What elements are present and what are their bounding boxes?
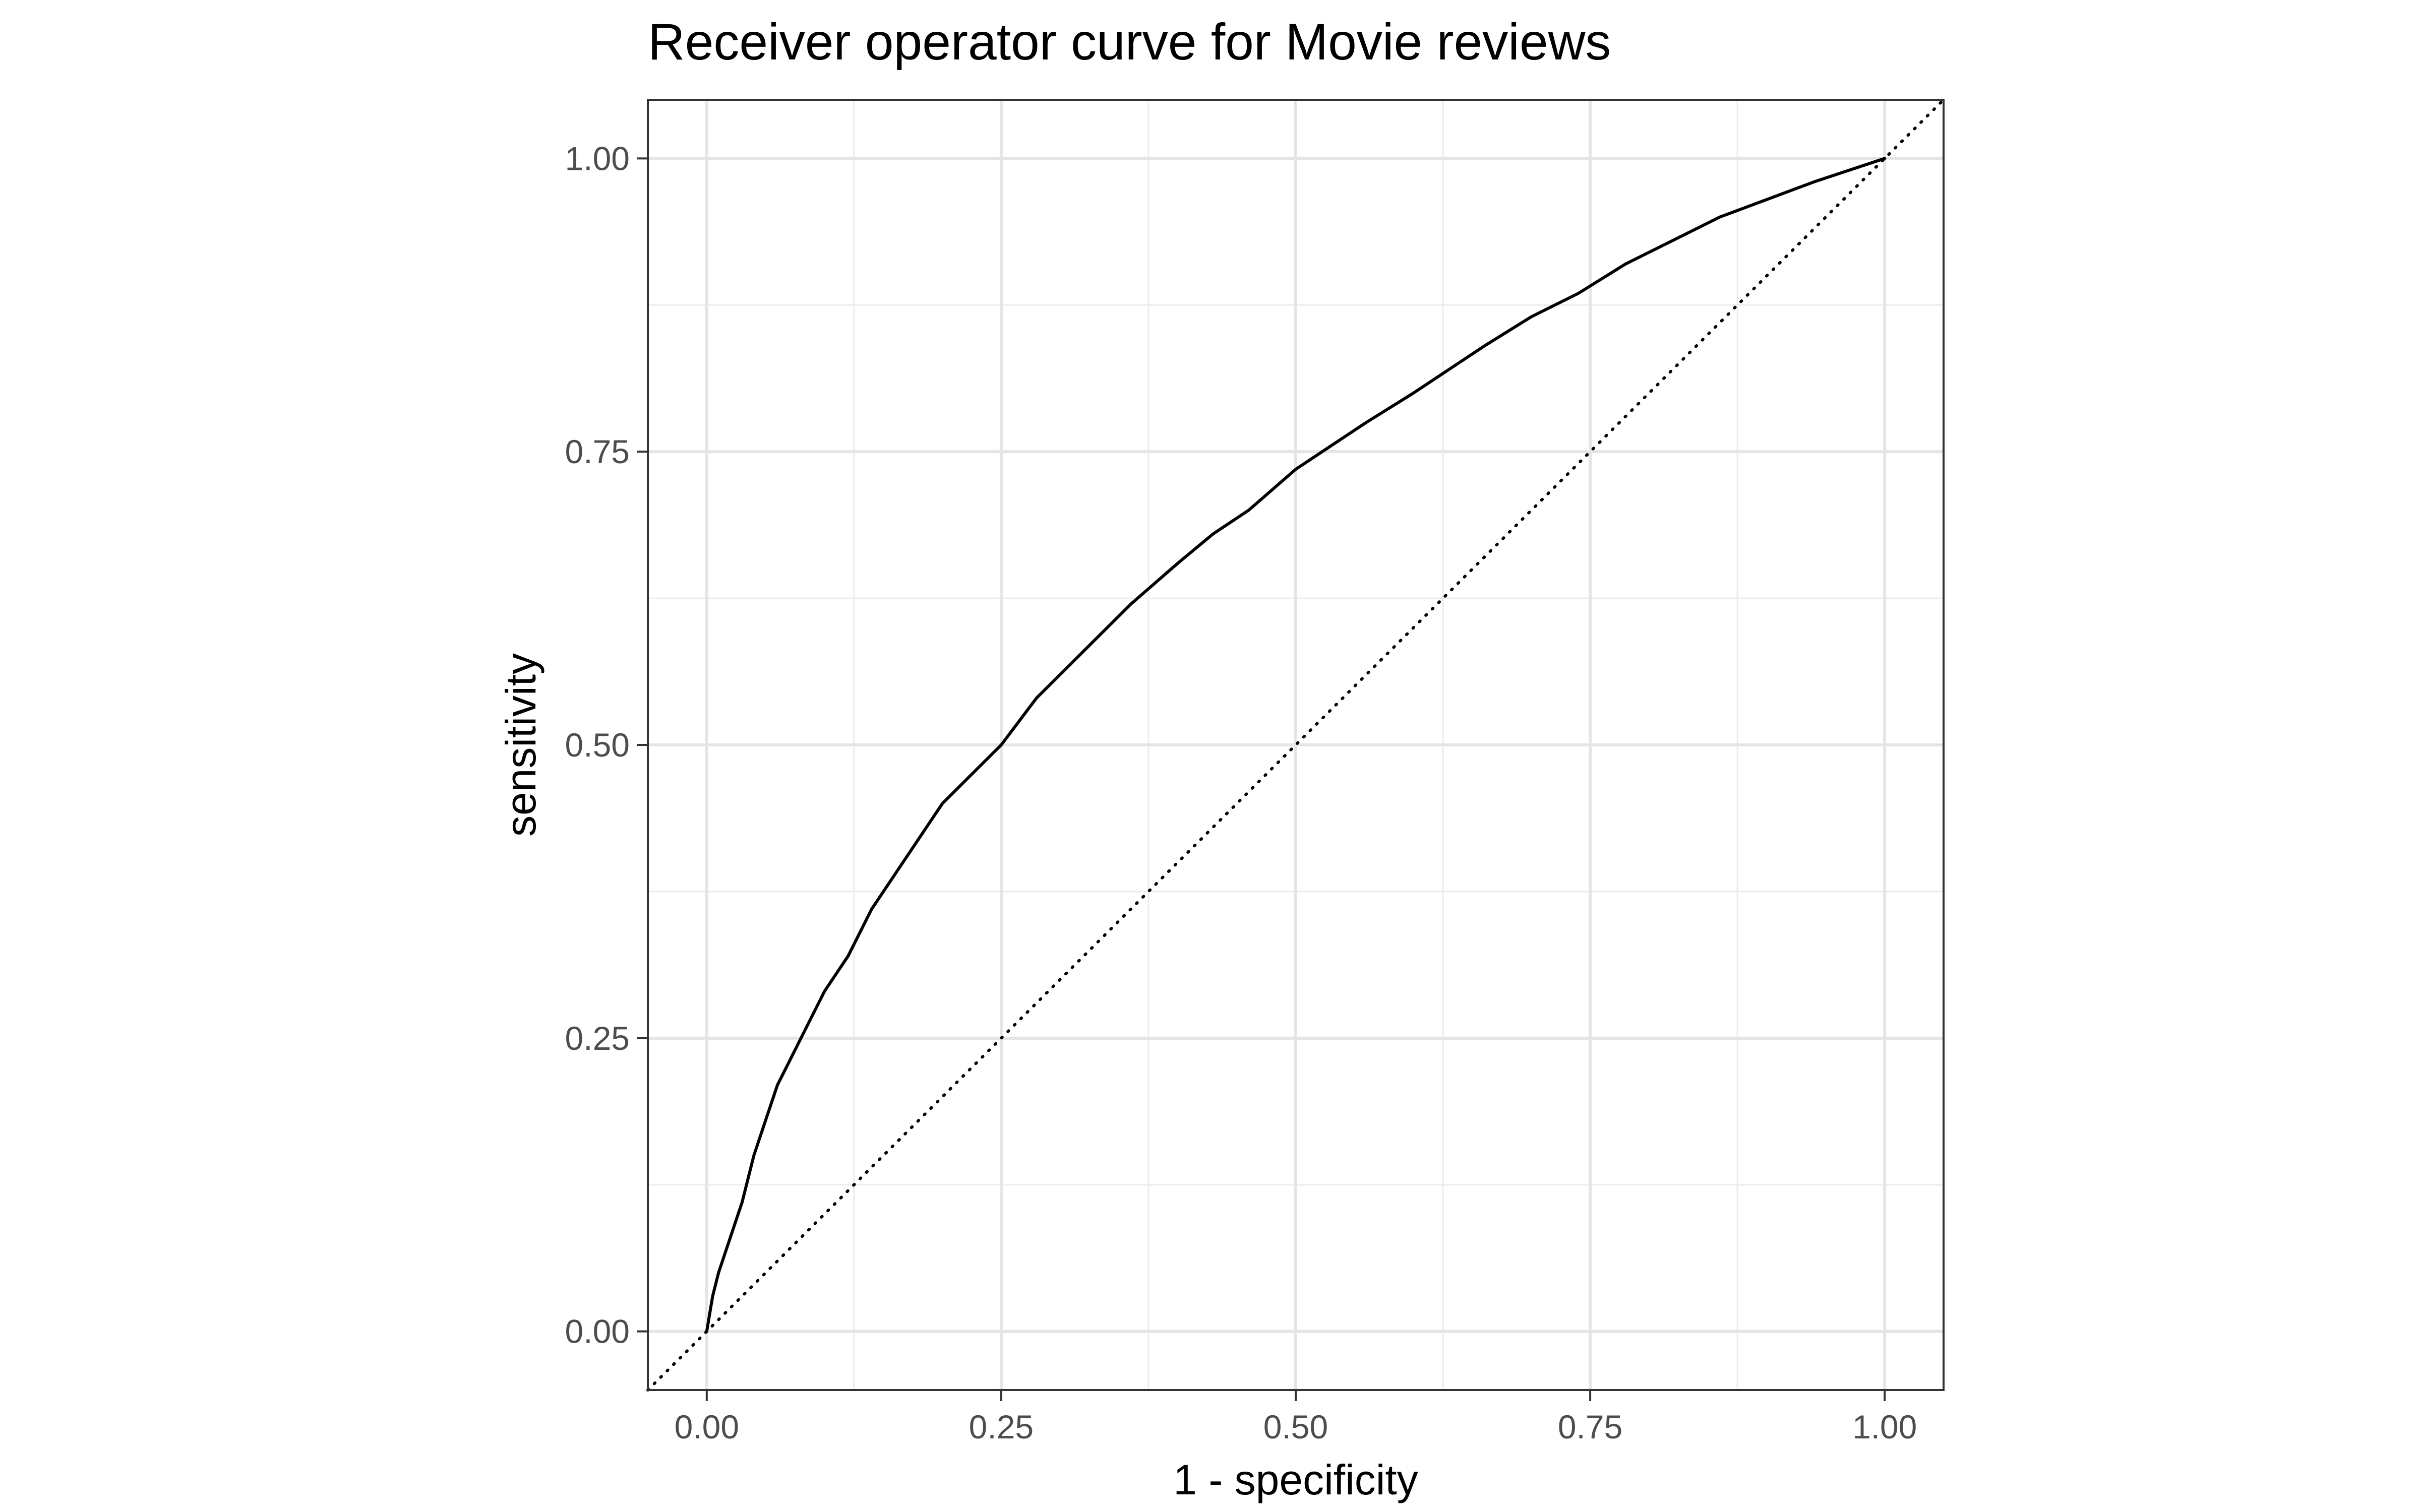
y-tick-label: 0.75 bbox=[565, 433, 630, 470]
y-axis-label: sensitivity bbox=[497, 653, 544, 837]
chart-title: Receiver operator curve for Movie review… bbox=[648, 13, 1611, 71]
axis-ticks: 0.00 0.25 0.50 0.75 1.00 0.00 0.25 0.50 0.75 1.00 bbox=[565, 140, 1917, 1445]
x-tick-label: 0.25 bbox=[969, 1408, 1034, 1445]
y-tick-label: 1.00 bbox=[565, 140, 630, 177]
x-tick-label: 0.50 bbox=[1263, 1408, 1328, 1445]
plot-series bbox=[646, 98, 1945, 1392]
y-tick-label: 0.25 bbox=[565, 1020, 630, 1057]
y-tick-label: 0.00 bbox=[565, 1313, 630, 1350]
roc-curve bbox=[705, 157, 1887, 1333]
x-axis-label: 1 - specificity bbox=[1173, 1456, 1418, 1503]
x-tick-label: 0.00 bbox=[675, 1408, 739, 1445]
reference-diagonal-line bbox=[646, 98, 1945, 1392]
x-tick-label: 0.75 bbox=[1558, 1408, 1622, 1445]
grid bbox=[648, 100, 1944, 1390]
x-tick-label: 1.00 bbox=[1852, 1408, 1917, 1445]
y-tick-label: 0.50 bbox=[565, 726, 630, 764]
